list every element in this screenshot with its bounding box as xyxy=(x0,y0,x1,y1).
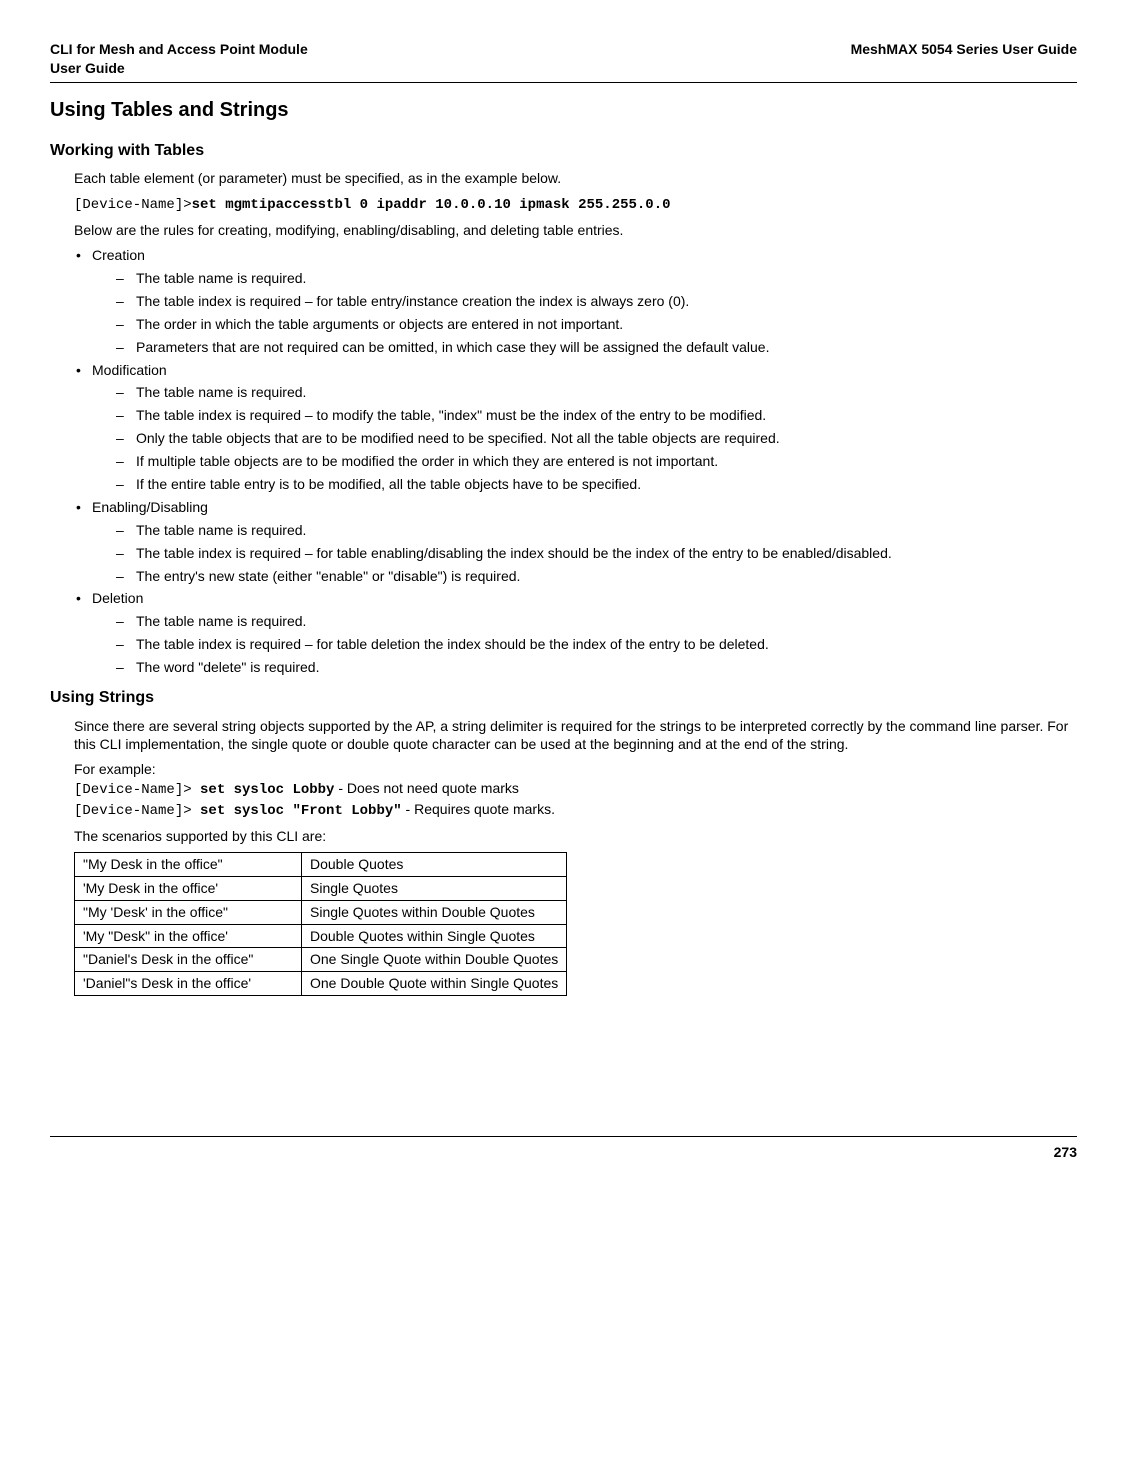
table-cell: One Single Quote within Double Quotes xyxy=(302,948,567,972)
wwt-top-list: Creation The table name is required. The… xyxy=(74,246,1077,677)
table-cell: "My 'Desk' in the office" xyxy=(75,900,302,924)
section-title: Using Tables and Strings xyxy=(50,97,1077,124)
list-item: The table index is required – for table … xyxy=(114,292,1077,311)
list-item: The table name is required. xyxy=(114,521,1077,540)
modification-sublist: The table name is required. The table in… xyxy=(114,383,1077,493)
ex2-cmd: set sysloc "Front Lobby" xyxy=(192,803,402,819)
table-row: 'My "Desk" in the office' Double Quotes … xyxy=(75,924,567,948)
wwt-rules-intro: Below are the rules for creating, modify… xyxy=(74,221,1077,240)
table-intro: The scenarios supported by this CLI are: xyxy=(74,827,1077,846)
page-number: 273 xyxy=(50,1143,1077,1162)
table-cell: "My Desk in the office" xyxy=(75,852,302,876)
table-row: 'My Desk in the office' Single Quotes xyxy=(75,876,567,900)
cmd-text: set mgmtipaccesstbl 0 ipaddr 10.0.0.10 i… xyxy=(192,197,671,213)
modification-label: Modification xyxy=(92,362,167,378)
list-item: The table name is required. xyxy=(114,612,1077,631)
creation-item: Creation The table name is required. The… xyxy=(74,246,1077,356)
deletion-sublist: The table name is required. The table in… xyxy=(114,612,1077,677)
deletion-item: Deletion The table name is required. The… xyxy=(74,589,1077,677)
table-cell: 'My Desk in the office' xyxy=(75,876,302,900)
list-item: The table index is required – for table … xyxy=(114,635,1077,654)
list-item: The table index is required – to modify … xyxy=(114,406,1077,425)
deletion-label: Deletion xyxy=(92,590,143,606)
table-row: 'Daniel"s Desk in the office' One Double… xyxy=(75,972,567,996)
list-item: The table name is required. xyxy=(114,383,1077,402)
table-cell: Single Quotes xyxy=(302,876,567,900)
wwt-intro: Each table element (or parameter) must b… xyxy=(74,169,1077,188)
ex2-note: - Requires quote marks. xyxy=(402,801,555,817)
list-item: The table index is required – for table … xyxy=(114,544,1077,563)
header-rule xyxy=(50,82,1077,83)
list-item: The entry's new state (either "enable" o… xyxy=(114,567,1077,586)
cmd-prefix: [Device-Name]> xyxy=(74,197,192,213)
list-item: The word "delete" is required. xyxy=(114,658,1077,677)
ex2-prefix: [Device-Name]> xyxy=(74,803,192,819)
list-item: Parameters that are not required can be … xyxy=(114,338,1077,357)
table-cell: 'Daniel"s Desk in the office' xyxy=(75,972,302,996)
creation-label: Creation xyxy=(92,247,145,263)
footer-rule xyxy=(50,1136,1077,1137)
enabling-sublist: The table name is required. The table in… xyxy=(114,521,1077,586)
using-strings-body: Since there are several string objects s… xyxy=(74,717,1077,846)
using-strings-title: Using Strings xyxy=(50,687,1077,709)
example-label: For example: xyxy=(74,760,1077,779)
ex1-prefix: [Device-Name]> xyxy=(74,782,192,798)
list-item: Only the table objects that are to be mo… xyxy=(114,429,1077,448)
header-left-line1: CLI for Mesh and Access Point Module xyxy=(50,41,308,57)
table-cell: Double Quotes xyxy=(302,852,567,876)
table-cell: One Double Quote within Single Quotes xyxy=(302,972,567,996)
table-row: "My Desk in the office" Double Quotes xyxy=(75,852,567,876)
us-intro: Since there are several string objects s… xyxy=(74,717,1077,755)
table-cell: Double Quotes within Single Quotes xyxy=(302,924,567,948)
list-item: If multiple table objects are to be modi… xyxy=(114,452,1077,471)
table-row: "Daniel's Desk in the office" One Single… xyxy=(75,948,567,972)
creation-sublist: The table name is required. The table in… xyxy=(114,269,1077,357)
table-cell: Single Quotes within Double Quotes xyxy=(302,900,567,924)
enabling-label: Enabling/Disabling xyxy=(92,499,208,515)
table-row: "My 'Desk' in the office" Single Quotes … xyxy=(75,900,567,924)
list-item: The table name is required. xyxy=(114,269,1077,288)
header-right: MeshMAX 5054 Series User Guide xyxy=(851,40,1077,78)
modification-item: Modification The table name is required.… xyxy=(74,361,1077,494)
example-line-1: [Device-Name]> set sysloc Lobby - Does n… xyxy=(74,779,1077,800)
header-left: CLI for Mesh and Access Point Module Use… xyxy=(50,40,308,78)
table-cell: 'My "Desk" in the office' xyxy=(75,924,302,948)
example-line-2: [Device-Name]> set sysloc "Front Lobby" … xyxy=(74,800,1077,821)
quotes-scenarios-table: "My Desk in the office" Double Quotes 'M… xyxy=(74,852,567,996)
table-cell: "Daniel's Desk in the office" xyxy=(75,948,302,972)
list-item: If the entire table entry is to be modif… xyxy=(114,475,1077,494)
ex1-cmd: set sysloc Lobby xyxy=(192,782,335,798)
page-header: CLI for Mesh and Access Point Module Use… xyxy=(50,40,1077,78)
wwt-command-line: [Device-Name]>set mgmtipaccesstbl 0 ipad… xyxy=(74,194,1077,215)
list-item: The order in which the table arguments o… xyxy=(114,315,1077,334)
working-with-tables-body: Each table element (or parameter) must b… xyxy=(74,169,1077,677)
enabling-item: Enabling/Disabling The table name is req… xyxy=(74,498,1077,586)
working-with-tables-title: Working with Tables xyxy=(50,140,1077,162)
ex1-note: - Does not need quote marks xyxy=(334,780,518,796)
header-left-line2: User Guide xyxy=(50,60,125,76)
